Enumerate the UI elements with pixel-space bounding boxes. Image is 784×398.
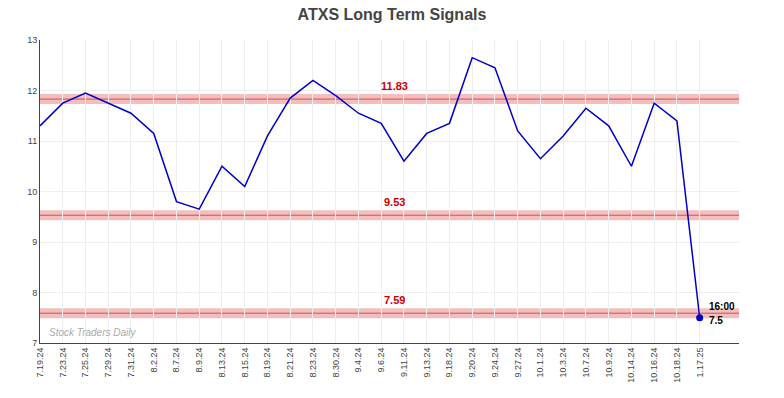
svg-text:7.29.24: 7.29.24: [103, 348, 113, 378]
svg-text:10.9.24: 10.9.24: [604, 348, 614, 378]
svg-text:13: 13: [27, 35, 37, 45]
svg-text:10: 10: [27, 187, 37, 197]
svg-text:8.7.24: 8.7.24: [171, 348, 181, 373]
svg-text:9.53: 9.53: [384, 196, 405, 208]
svg-text:10.16.24: 10.16.24: [649, 348, 659, 383]
svg-text:8.19.24: 8.19.24: [262, 348, 272, 378]
svg-text:10.18.24: 10.18.24: [672, 348, 682, 383]
svg-text:16:00: 16:00: [709, 301, 735, 312]
svg-text:Stock Traders Daily: Stock Traders Daily: [49, 327, 137, 338]
svg-text:7.59: 7.59: [384, 294, 405, 306]
svg-text:8.30.24: 8.30.24: [331, 348, 341, 378]
svg-text:8.23.24: 8.23.24: [308, 348, 318, 378]
svg-text:7.5: 7.5: [709, 315, 723, 326]
svg-text:9.4.24: 9.4.24: [353, 348, 363, 373]
svg-text:10.1.24: 10.1.24: [535, 348, 545, 378]
svg-text:9: 9: [32, 237, 37, 247]
svg-text:7: 7: [32, 338, 37, 348]
svg-text:9.11.24: 9.11.24: [399, 348, 409, 377]
svg-text:7.23.24: 7.23.24: [58, 348, 68, 378]
svg-text:7.31.24: 7.31.24: [126, 348, 136, 378]
svg-text:9.24.24: 9.24.24: [490, 348, 500, 378]
svg-text:8: 8: [32, 288, 37, 298]
svg-text:9.27.24: 9.27.24: [513, 348, 523, 378]
svg-text:12: 12: [27, 86, 37, 96]
svg-text:9.18.24: 9.18.24: [444, 348, 454, 378]
svg-text:1.17.25: 1.17.25: [695, 348, 705, 378]
svg-text:9.6.24: 9.6.24: [376, 348, 386, 373]
svg-text:10.7.24: 10.7.24: [581, 348, 591, 378]
svg-text:7.25.24: 7.25.24: [80, 348, 90, 378]
svg-text:8.9.24: 8.9.24: [194, 348, 204, 373]
svg-text:8.21.24: 8.21.24: [285, 348, 295, 378]
svg-text:7.19.24: 7.19.24: [35, 348, 45, 378]
svg-text:10.3.24: 10.3.24: [558, 348, 568, 378]
svg-text:8.2.24: 8.2.24: [149, 348, 159, 373]
svg-text:8.13.24: 8.13.24: [217, 348, 227, 378]
svg-text:9.20.24: 9.20.24: [467, 348, 477, 378]
svg-text:9.13.24: 9.13.24: [422, 348, 432, 378]
svg-text:11.83: 11.83: [381, 80, 408, 92]
svg-text:ATXS Long Term Signals: ATXS Long Term Signals: [298, 6, 487, 23]
svg-text:11: 11: [28, 136, 37, 146]
svg-text:10.14.24: 10.14.24: [626, 348, 636, 383]
svg-text:8.15.24: 8.15.24: [240, 348, 250, 378]
